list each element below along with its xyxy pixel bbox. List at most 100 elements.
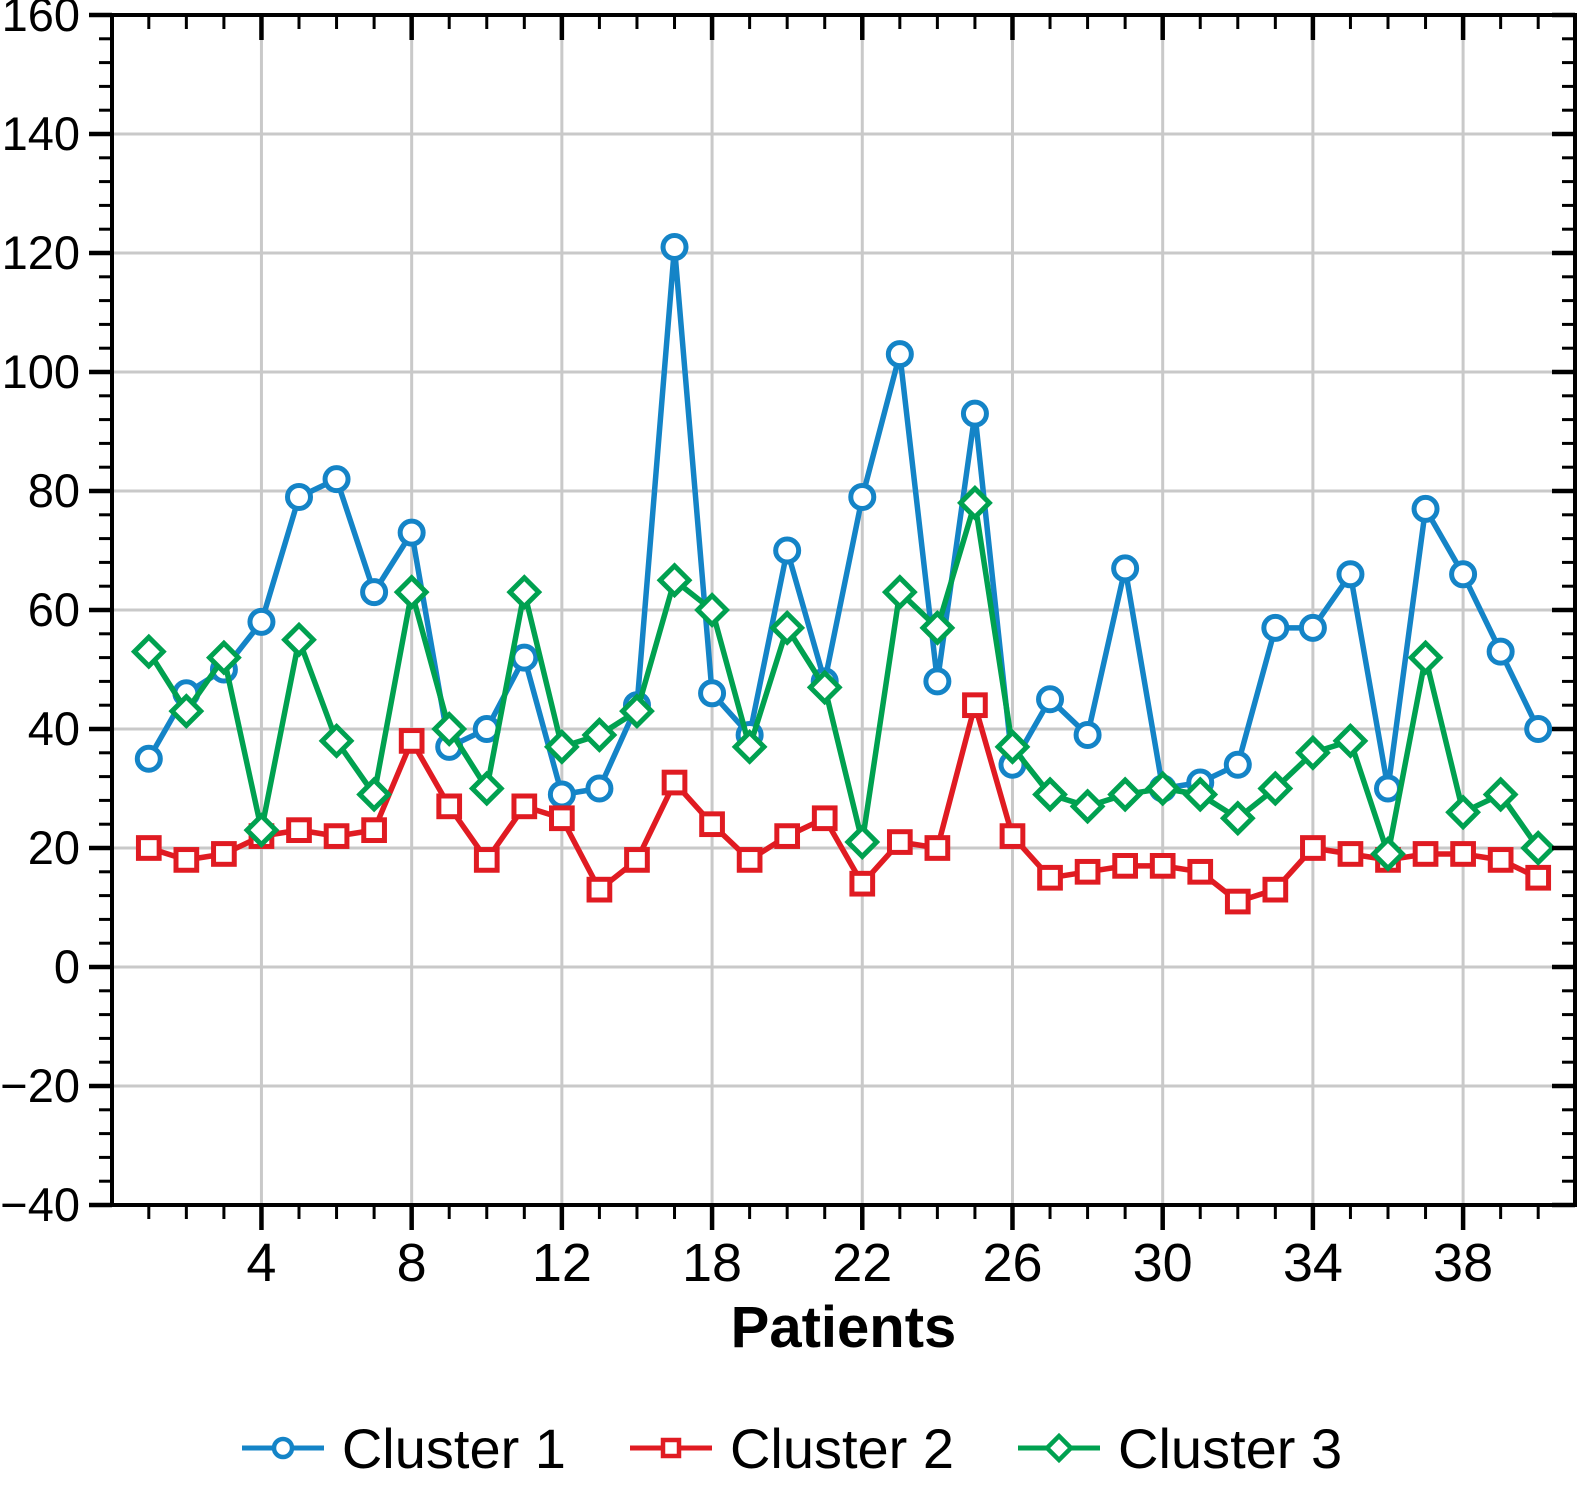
x-tick-label: 12 [532, 1233, 592, 1293]
data-point-marker-cluster-2 [1300, 835, 1326, 861]
data-point-marker-cluster-2 [1262, 876, 1289, 903]
data-point-marker-cluster-2 [1487, 847, 1514, 873]
data-point-marker-cluster-1 [1261, 613, 1290, 642]
data-point-marker-cluster-1 [1223, 750, 1252, 779]
data-point-marker-cluster-2 [1149, 853, 1176, 879]
data-point-marker-cluster-3 [694, 592, 730, 628]
data-point-marker-cluster-2 [211, 841, 237, 867]
legend-label: Cluster 1 [341, 1416, 566, 1480]
data-point-marker-cluster-3 [1219, 800, 1256, 837]
data-point-marker-cluster-1 [1373, 774, 1402, 803]
data-point-marker-cluster-3 [393, 574, 430, 611]
data-point-marker-cluster-3 [1107, 776, 1144, 813]
data-point-marker-cluster-1 [923, 667, 952, 696]
series-line-cluster-3 [146, 500, 1541, 857]
data-point-marker-cluster-1 [1036, 685, 1065, 714]
data-point-marker-cluster-2 [774, 823, 801, 849]
data-point-marker-cluster-1 [660, 233, 689, 262]
data-point-marker-cluster-3 [806, 669, 843, 706]
data-point-marker-cluster-2 [886, 829, 913, 855]
data-point-marker-cluster-2 [1112, 853, 1138, 879]
data-point-marker-cluster-2 [436, 793, 463, 820]
data-point-marker-cluster-3 [1294, 734, 1331, 771]
data-point-marker-cluster-3 [1032, 776, 1068, 813]
data-point-marker-cluster-3 [881, 574, 918, 611]
data-point-marker-cluster-1 [1336, 560, 1365, 589]
data-point-marker-cluster-3 [205, 639, 242, 676]
data-point-marker-cluster-3 [919, 609, 956, 646]
y-tick-label: 20 [28, 821, 80, 874]
data-point-marker-cluster-1 [1073, 720, 1102, 749]
y-tick-label: 160 [2, 0, 80, 41]
data-point-marker-cluster-3 [844, 824, 881, 860]
data-point-marker-cluster-3 [318, 722, 355, 759]
x-tick-label: 26 [982, 1233, 1042, 1293]
legend-label: Cluster 2 [729, 1416, 955, 1480]
data-point-marker-cluster-1 [285, 482, 314, 511]
y-tick-label: −20 [0, 1059, 80, 1112]
y-tick-label: 0 [54, 940, 80, 993]
series-line-cluster-2 [147, 702, 1540, 905]
data-point-marker-cluster-2 [361, 817, 387, 843]
data-point-marker-cluster-2 [323, 823, 350, 849]
data-point-marker-cluster-2 [173, 847, 200, 873]
data-point-marker-cluster-2 [962, 692, 988, 719]
data-point-marker-cluster-2 [1525, 864, 1552, 891]
data-point-marker-cluster-3 [769, 609, 806, 646]
data-point-marker-cluster-3 [1407, 639, 1444, 676]
data-point-marker-cluster-1 [1411, 494, 1440, 523]
data-point-marker-cluster-3 [656, 562, 693, 599]
diamond-marker-icon [1018, 1432, 1101, 1464]
x-tick-label: 4 [246, 1233, 276, 1293]
data-point-marker-cluster-2 [1037, 864, 1063, 891]
x-tick-label: 30 [1133, 1233, 1193, 1293]
x-axis-title: Patients [730, 1295, 957, 1360]
data-point-marker-cluster-2 [1224, 888, 1251, 915]
data-point-marker-cluster-2 [135, 835, 162, 861]
y-tick-label: 120 [2, 226, 80, 279]
data-point-marker-cluster-1 [322, 465, 351, 494]
data-point-marker-cluster-1 [1449, 560, 1478, 589]
data-point-marker-cluster-2 [1337, 841, 1364, 867]
data-point-marker-cluster-3 [243, 812, 280, 849]
y-tick-label: 80 [28, 464, 80, 517]
y-tick-label: 140 [2, 107, 80, 160]
data-point-marker-cluster-1 [1298, 613, 1327, 642]
legend-label: Cluster 3 [1118, 1416, 1343, 1480]
data-point-marker-cluster-3 [168, 693, 205, 730]
data-point-marker-cluster-3 [1520, 830, 1557, 866]
line-chart: 160 140 120 100 80 60 40 20 0 −20 −40 4 8 12 18 22 26 30 3… [0, 0, 1577, 1293]
data-point-marker-cluster-2 [473, 847, 500, 873]
data-point-marker-cluster-2 [924, 835, 951, 861]
data-point-marker-cluster-3 [468, 770, 505, 807]
data-point-marker-cluster-3 [619, 693, 655, 730]
legend-item-cluster-2: Cluster 2 [628, 1416, 954, 1481]
x-tick-label: 38 [1433, 1233, 1493, 1293]
data-point-marker-cluster-3 [356, 776, 393, 813]
data-point-marker-cluster-3 [130, 633, 167, 670]
circle-marker-icon [241, 1436, 324, 1460]
data-point-marker-cluster-3 [731, 728, 768, 765]
data-point-marker-cluster-2 [624, 847, 650, 873]
data-point-marker-cluster-3 [1069, 788, 1106, 825]
data-point-marker-cluster-1 [1486, 637, 1515, 666]
x-tick-label: 8 [397, 1233, 427, 1293]
legend-item-cluster-1: Cluster 1 [240, 1416, 566, 1481]
data-point-marker-cluster-3 [994, 728, 1031, 765]
data-point-marker-cluster-2 [511, 793, 538, 820]
data-point-marker-cluster-3 [1144, 770, 1181, 807]
chart-legend: Cluster 1 Cluster 2 Cluster 3 [0, 1408, 1582, 1488]
data-point-marker-cluster-1 [360, 578, 389, 607]
data-point-marker-cluster-2 [1412, 841, 1439, 867]
data-point-marker-cluster-1 [247, 607, 276, 636]
data-point-marker-cluster-1 [960, 399, 989, 428]
data-point-marker-cluster-1 [1524, 715, 1553, 743]
data-point-marker-cluster-3 [581, 717, 618, 753]
y-tick-label: 40 [28, 702, 80, 755]
data-point-marker-cluster-2 [811, 805, 838, 832]
y-tick-label: −40 [0, 1178, 80, 1231]
data-point-marker-cluster-3 [281, 621, 317, 658]
data-point-marker-cluster-1 [397, 518, 426, 547]
data-point-marker-cluster-1 [585, 774, 614, 803]
